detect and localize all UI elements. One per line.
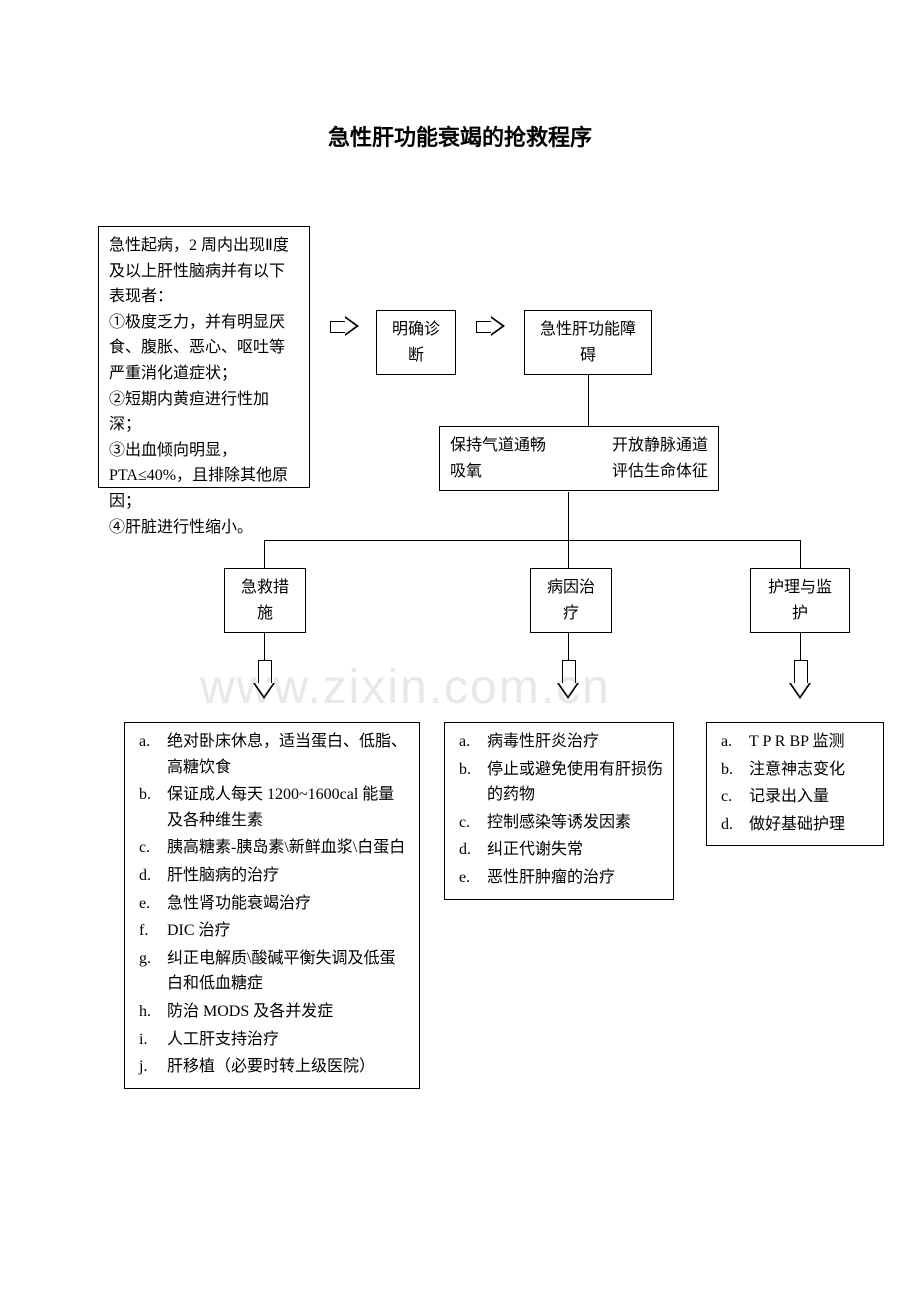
etiology-label-box: 病因治疗 (530, 568, 612, 633)
list-item: a.病毒性肝炎治疗 (455, 729, 663, 755)
list-item: d.纠正代谢失常 (455, 837, 663, 863)
connector-line (568, 492, 569, 540)
measure-oxygen: 吸氧 (450, 459, 482, 485)
etiology-details-box: a.病毒性肝炎治疗 b.停止或避免使用有肝损伤的药物 c.控制感染等诱发因素 d… (444, 722, 674, 900)
list-item: d.肝性脑病的治疗 (135, 863, 409, 889)
nursing-list: a.T P R BP 监测 b.注意神志变化 c.记录出入量 d.做好基础护理 (717, 729, 873, 837)
arrow-down-icon (557, 660, 579, 700)
initial-measures-box: 保持气道通畅 开放静脉通道 吸氧 评估生命体征 (439, 426, 719, 491)
nursing-label-box: 护理与监护 (750, 568, 850, 633)
list-item: j.肝移植（必要时转上级医院） (135, 1054, 409, 1080)
symptom-item-3: ③出血倾向明显，PTA≤40%，且排除其他原因； (109, 438, 299, 515)
arrow-right-icon (330, 316, 358, 336)
arrow-right-icon (476, 316, 504, 336)
list-item: h.防治 MODS 及各并发症 (135, 999, 409, 1025)
list-item: c.胰高糖素-胰岛素\新鲜血浆\白蛋白 (135, 835, 409, 861)
connector-line (264, 540, 265, 568)
list-item: i.人工肝支持治疗 (135, 1027, 409, 1053)
list-item: a.T P R BP 监测 (717, 729, 873, 755)
connector-line (264, 540, 800, 541)
symptoms-box: 急性起病，2 周内出现Ⅱ度及以上肝性脑病并有以下表现者： ①极度乏力，并有明显厌… (98, 226, 310, 488)
emergency-list: a.绝对卧床休息，适当蛋白、低脂、高糖饮食 b.保证成人每天 1200~1600… (135, 729, 409, 1080)
symptom-item-1: ①极度乏力，并有明显厌食、腹胀、恶心、呕吐等严重消化道症状； (109, 310, 299, 387)
connector-line (800, 540, 801, 568)
nursing-details-box: a.T P R BP 监测 b.注意神志变化 c.记录出入量 d.做好基础护理 (706, 722, 884, 846)
list-item: g.纠正电解质\酸碱平衡失调及低蛋白和低血糖症 (135, 946, 409, 997)
symptom-item-2: ②短期内黄疸进行性加深； (109, 387, 299, 438)
emergency-details-box: a.绝对卧床休息，适当蛋白、低脂、高糖饮食 b.保证成人每天 1200~1600… (124, 722, 420, 1089)
measure-vitals: 评估生命体征 (612, 459, 708, 485)
list-item: c.控制感染等诱发因素 (455, 810, 663, 836)
measure-airway: 保持气道通畅 (450, 433, 546, 459)
diagnosis-box: 明确诊断 (376, 310, 456, 375)
dysfunction-box: 急性肝功能障碍 (524, 310, 652, 375)
list-item: e.急性肾功能衰竭治疗 (135, 891, 409, 917)
list-item: b.停止或避免使用有肝损伤的药物 (455, 757, 663, 808)
measure-iv: 开放静脉通道 (612, 433, 708, 459)
list-item: e.恶性肝肿瘤的治疗 (455, 865, 663, 891)
arrow-down-icon (789, 660, 811, 700)
symptom-item-4: ④肝脏进行性缩小。 (109, 515, 299, 541)
list-item: c.记录出入量 (717, 784, 873, 810)
symptoms-intro: 急性起病，2 周内出现Ⅱ度及以上肝性脑病并有以下表现者： (109, 233, 299, 310)
arrow-down-icon (253, 660, 275, 700)
list-item: f.DIC 治疗 (135, 918, 409, 944)
emergency-label-box: 急救措施 (224, 568, 306, 633)
list-item: b.保证成人每天 1200~1600cal 能量及各种维生素 (135, 782, 409, 833)
connector-line (568, 540, 569, 568)
page-title: 急性肝功能衰竭的抢救程序 (0, 120, 920, 155)
list-item: d.做好基础护理 (717, 812, 873, 838)
list-item: b.注意神志变化 (717, 757, 873, 783)
list-item: a.绝对卧床休息，适当蛋白、低脂、高糖饮食 (135, 729, 409, 780)
etiology-list: a.病毒性肝炎治疗 b.停止或避免使用有肝损伤的药物 c.控制感染等诱发因素 d… (455, 729, 663, 891)
